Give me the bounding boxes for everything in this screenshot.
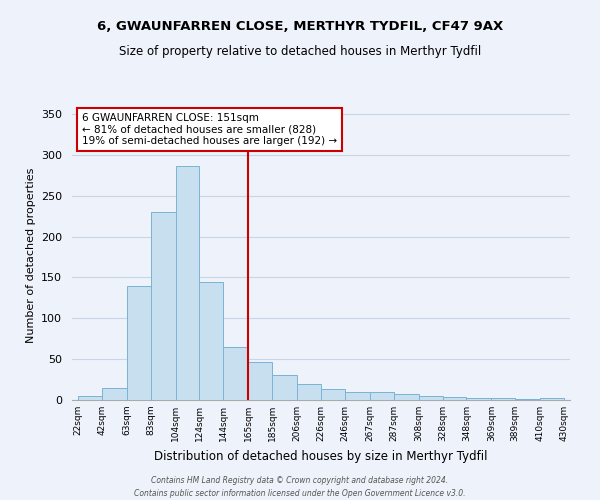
Bar (199, 282, 223, 400)
Y-axis label: Number of detached properties: Number of detached properties (26, 168, 35, 342)
Bar (176, 166, 199, 400)
Bar (272, 374, 297, 400)
Bar (78, 396, 102, 400)
Bar (127, 286, 151, 400)
Text: Contains HM Land Registry data © Crown copyright and database right 2024.: Contains HM Land Registry data © Crown c… (151, 476, 449, 485)
Bar (540, 398, 564, 400)
Bar (419, 396, 443, 400)
Bar (491, 398, 515, 400)
Bar (345, 392, 370, 400)
Bar (394, 394, 419, 400)
Text: Contains public sector information licensed under the Open Government Licence v3: Contains public sector information licen… (134, 488, 466, 498)
Bar (443, 396, 466, 400)
Bar (102, 388, 127, 400)
Bar (466, 398, 491, 400)
Text: 6 GWAUNFARREN CLOSE: 151sqm
← 81% of detached houses are smaller (828)
19% of se: 6 GWAUNFARREN CLOSE: 151sqm ← 81% of det… (82, 113, 337, 146)
Bar (248, 362, 272, 400)
Bar (223, 347, 248, 400)
Text: Size of property relative to detached houses in Merthyr Tydfil: Size of property relative to detached ho… (119, 45, 481, 58)
Bar (297, 384, 321, 400)
Bar (515, 399, 540, 400)
Bar (151, 212, 176, 400)
Bar (321, 388, 345, 400)
X-axis label: Distribution of detached houses by size in Merthyr Tydfil: Distribution of detached houses by size … (154, 450, 488, 462)
Text: 6, GWAUNFARREN CLOSE, MERTHYR TYDFIL, CF47 9AX: 6, GWAUNFARREN CLOSE, MERTHYR TYDFIL, CF… (97, 20, 503, 33)
Bar (370, 392, 394, 400)
